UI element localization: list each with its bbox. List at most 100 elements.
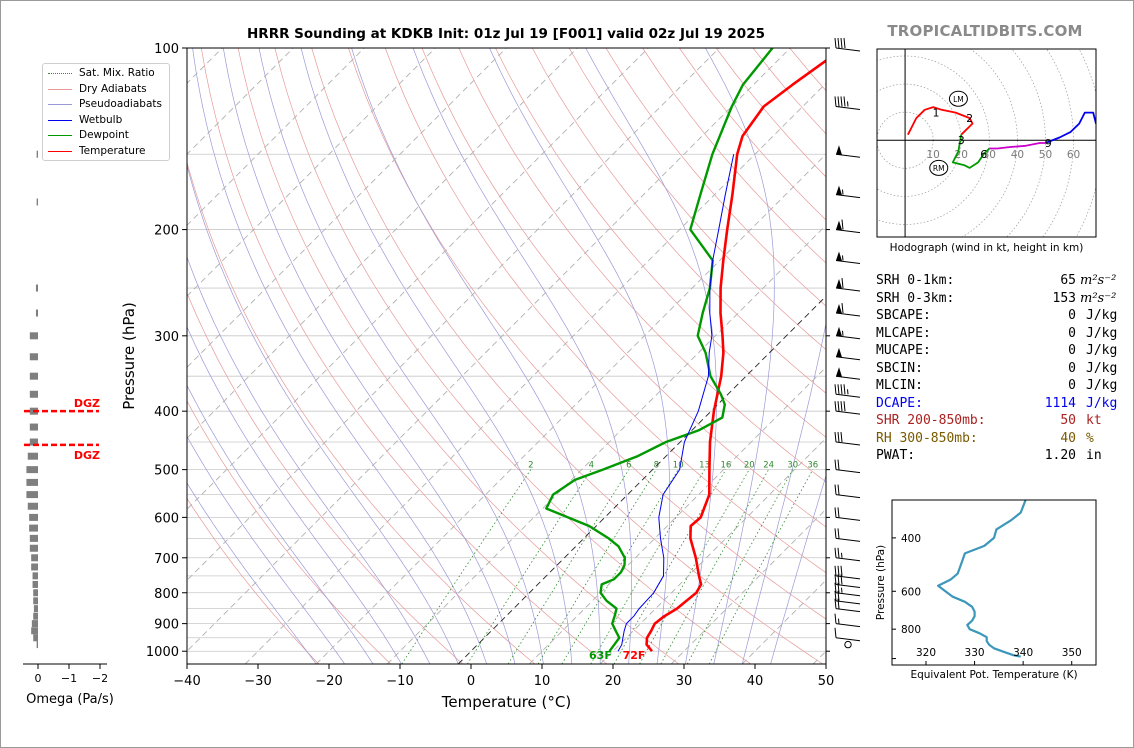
dry-adiabat xyxy=(187,497,320,664)
isotherm-line xyxy=(457,295,826,664)
wind-barb xyxy=(834,401,861,415)
isotherm-line xyxy=(187,48,649,510)
mixing-ratio-label: 4 xyxy=(589,461,594,471)
mixing-ratio-label: 6 xyxy=(626,461,631,471)
wind-barb xyxy=(835,347,861,361)
stat-row: MLCAPE: 0 J/kg xyxy=(876,325,1118,343)
stat-label: PWAT: xyxy=(876,448,916,463)
dry-adiabat xyxy=(237,48,680,664)
theta-x-tick-label: 330 xyxy=(965,647,985,659)
omega-bar xyxy=(29,513,38,521)
mixing-ratio-line xyxy=(613,469,727,664)
series-temperature xyxy=(645,59,826,653)
moist-adiabat xyxy=(741,321,826,664)
omega-bar xyxy=(31,620,38,628)
x-tick-label: 0 xyxy=(467,674,475,689)
stat-value: 0 xyxy=(1068,360,1076,376)
omega-bar xyxy=(29,372,38,380)
stat-label: SHR 200-850mb: xyxy=(876,413,986,428)
omega-bar xyxy=(36,198,38,206)
hodo-height-label: 9 xyxy=(1045,137,1052,150)
y-tick-label: 100 xyxy=(154,42,179,57)
wind-barb xyxy=(834,574,861,588)
x-axis-label: Temperature (°C) xyxy=(441,693,571,711)
mixing-ratio-line xyxy=(537,469,657,664)
stat-value: 0 xyxy=(1068,378,1076,393)
mixing-ratio-line xyxy=(686,469,794,664)
omega-bar xyxy=(33,597,38,605)
moist-adiabat xyxy=(187,326,402,664)
legend-label: Dewpoint xyxy=(79,129,129,141)
y-tick-label: 900 xyxy=(154,618,179,633)
wind-barb xyxy=(834,598,861,613)
mixing-ratio-label: 16 xyxy=(720,461,731,471)
moist-adiabat xyxy=(187,435,345,664)
wind-barb xyxy=(834,37,861,52)
stat-unit: J/kg xyxy=(1086,378,1118,393)
isotherm-line xyxy=(187,48,720,581)
stat-label: SBCAPE: xyxy=(876,308,931,323)
y-tick-label: 700 xyxy=(154,552,179,567)
stat-unit: J/kg xyxy=(1086,325,1118,341)
hodo-height-label: 2 xyxy=(966,112,973,125)
stat-unit: J/kg xyxy=(1086,343,1118,358)
hodo-marker-circle xyxy=(948,90,968,107)
stat-row: SBCIN: 0 J/kg xyxy=(876,360,1117,378)
isotherm-line xyxy=(187,48,436,297)
mixing-ratio-label: 20 xyxy=(744,461,755,471)
mixing-ratio-label: 36 xyxy=(807,461,818,471)
theta-x-tick-label: 320 xyxy=(916,647,936,659)
theta-y-axis-label: Pressure (hPa) xyxy=(875,545,887,620)
wind-barb xyxy=(835,302,861,317)
mixing-ratio-label: 13 xyxy=(699,461,710,471)
wind-barb xyxy=(835,219,861,234)
theta-x-axis-label: Equivalent Pot. Temperature (K) xyxy=(910,669,1077,681)
moist-adiabat xyxy=(187,256,431,664)
omega-bar xyxy=(29,423,38,431)
y-tick-label: 600 xyxy=(154,511,179,526)
theta-e-line xyxy=(937,500,1027,658)
stat-value: 50 xyxy=(1060,413,1076,428)
y-tick-label: 200 xyxy=(154,224,179,239)
dry-adiabat xyxy=(200,48,608,664)
omega-bar xyxy=(27,452,38,460)
y-tick-label: 800 xyxy=(154,587,179,602)
hodo-trace xyxy=(989,142,1046,150)
x-tick-label: 10 xyxy=(534,674,551,689)
y-axis-label: Pressure (hPa) xyxy=(120,302,138,410)
omega-tick-label: −1 xyxy=(61,672,77,685)
isotherm-line xyxy=(670,508,826,664)
legend-swatch xyxy=(48,88,72,90)
omega-bar xyxy=(31,554,38,562)
theta-x-tick-label: 350 xyxy=(1062,647,1082,659)
hodo-trace xyxy=(1045,111,1096,144)
legend-swatch xyxy=(48,150,72,152)
theta-frame xyxy=(891,499,1097,666)
hodo-height-label: 3 xyxy=(958,134,965,147)
omega-bar xyxy=(36,641,38,649)
x-tick-label: −10 xyxy=(386,674,413,689)
theta-y-tick-label: 600 xyxy=(901,586,921,598)
mixing-ratio-label: 30 xyxy=(787,461,798,471)
stat-row: SRH 0-1km: 65 m²s⁻² xyxy=(876,272,1116,290)
legend-label: Sat. Mix. Ratio xyxy=(79,67,155,79)
stat-value: 0 xyxy=(1068,308,1076,323)
stat-row: SBCAPE: 0 J/kg xyxy=(876,307,1117,325)
wind-barb xyxy=(834,590,861,605)
surface-temp-label: 72F xyxy=(623,649,646,662)
hodo-marker-circle xyxy=(929,159,949,176)
hodo-height-label: 1 xyxy=(932,107,939,120)
omega-bar xyxy=(31,627,38,635)
dry-adiabat xyxy=(187,160,536,664)
moist-adiabat xyxy=(412,48,632,664)
hodo-height-label: 6 xyxy=(980,148,987,161)
wind-barb xyxy=(835,251,861,264)
hodo-caption: Hodograph (wind in kt, height in km) xyxy=(890,242,1084,254)
stat-unit: m²s⁻² xyxy=(1080,273,1117,288)
omega-bar xyxy=(29,534,38,542)
moist-adiabat xyxy=(187,384,374,664)
dgz-label: DGZ xyxy=(74,449,100,462)
series-dewpoint xyxy=(545,48,774,652)
dry-adiabat xyxy=(421,48,826,528)
hodo-ring-label: 50 xyxy=(1039,149,1052,161)
